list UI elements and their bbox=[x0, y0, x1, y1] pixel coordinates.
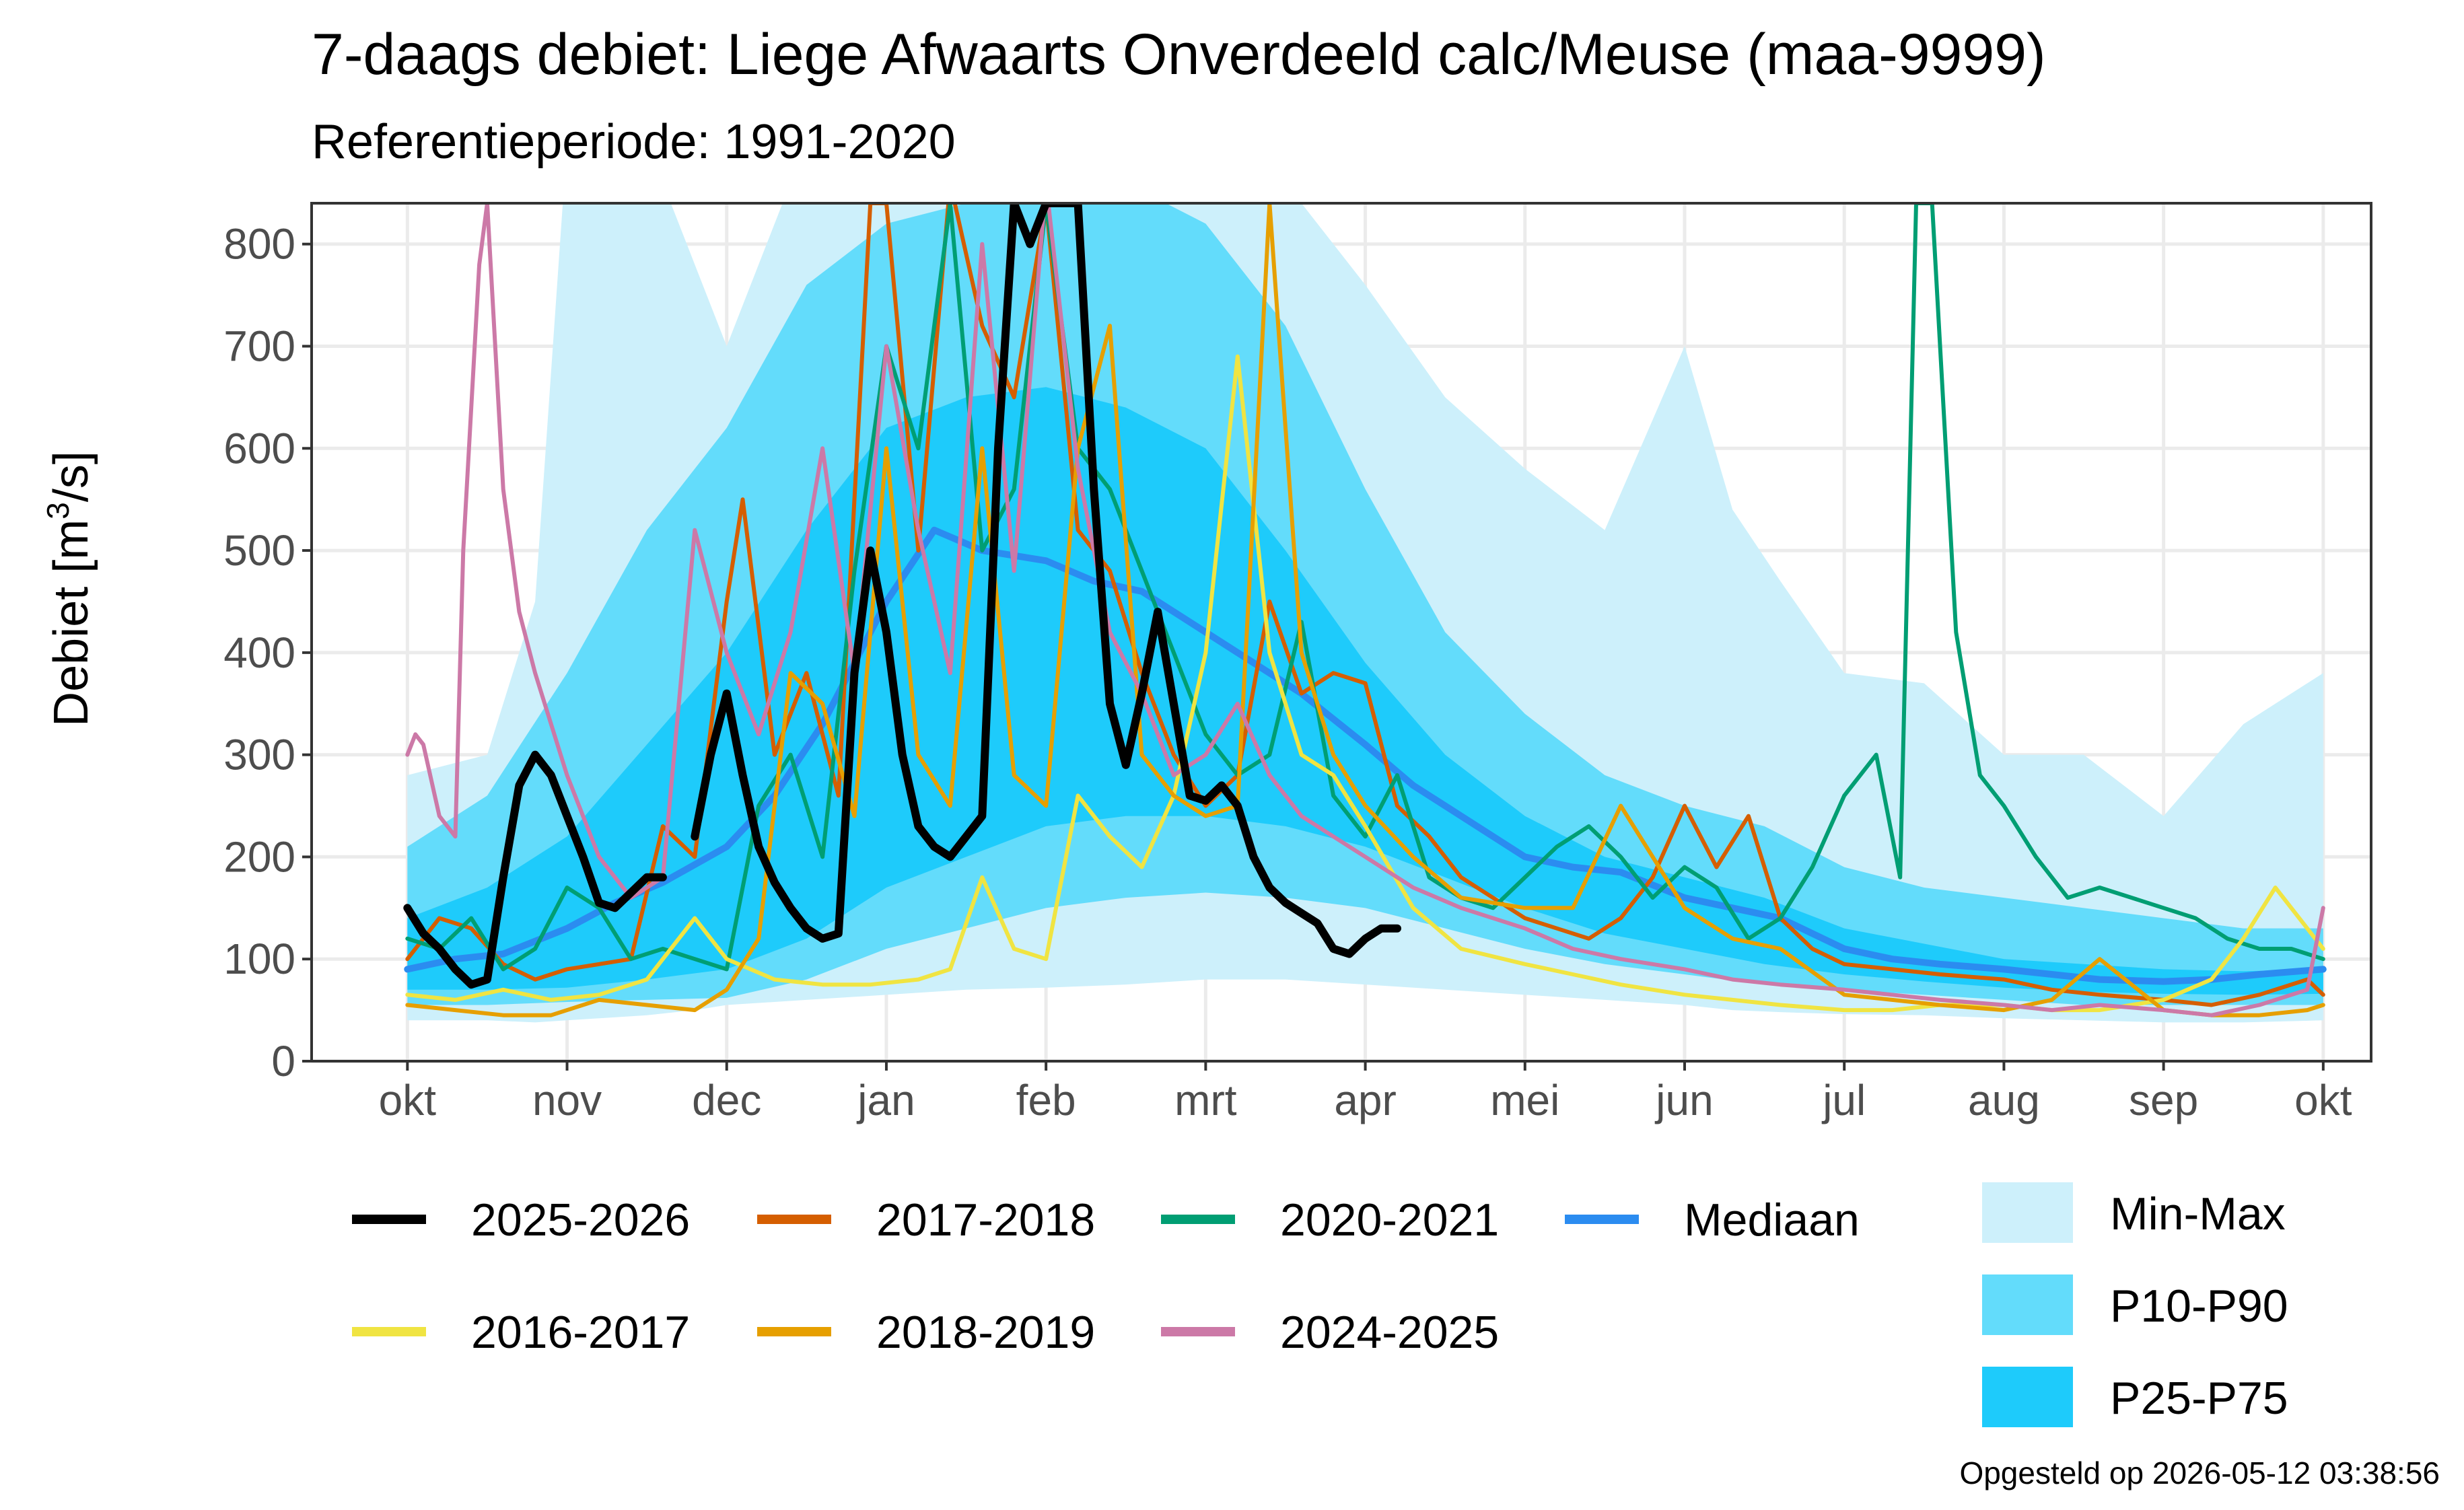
x-tick-label: aug bbox=[1968, 1076, 2040, 1124]
x-tick-label: okt bbox=[2294, 1076, 2352, 1124]
y-tick-label: 700 bbox=[223, 322, 295, 371]
series-line-mediaan bbox=[404, 526, 2327, 985]
x-tick-label: jul bbox=[1821, 1076, 1866, 1124]
y-axis-label: Debiet [m3/s] bbox=[40, 451, 98, 727]
series-line-2020-2021 bbox=[405, 203, 2325, 972]
x-tick-label: mei bbox=[1490, 1076, 1559, 1124]
x-tick-label: mrt bbox=[1174, 1076, 1237, 1124]
x-tick-label: sep bbox=[2129, 1076, 2198, 1124]
legend-label-2017-2018: 2017-2018 bbox=[876, 1194, 1095, 1246]
legend-label-min-max: Min-Max bbox=[2110, 1188, 2286, 1239]
x-axis: okt nov dec jan feb mrt apr mei jun jul aug sep okt bbox=[379, 1061, 2352, 1124]
x-tick-label: feb bbox=[1016, 1076, 1076, 1124]
legend-label-2018-2019: 2018-2019 bbox=[876, 1307, 1095, 1358]
plot-border bbox=[310, 202, 2372, 1063]
legend-label-p10-p90: P10-P90 bbox=[2110, 1281, 2288, 1332]
y-tick-label: 400 bbox=[223, 628, 295, 677]
x-tick-label: jun bbox=[1654, 1076, 1713, 1124]
legend-label-2025-2026: 2025-2026 bbox=[471, 1194, 690, 1246]
y-label-sup: 3 bbox=[40, 502, 75, 519]
y-axis: 0 100 200 300 400 500 600 700 800 bbox=[223, 220, 312, 1085]
legend-key-p25-p75 bbox=[1982, 1367, 2073, 1427]
legend-label-2024-2025: 2024-2025 bbox=[1280, 1307, 1499, 1358]
x-tick-label: jan bbox=[856, 1076, 915, 1124]
y-label-suffix: /s] bbox=[44, 451, 98, 502]
y-tick-label: 800 bbox=[223, 220, 295, 268]
y-tick-label: 600 bbox=[223, 424, 295, 472]
x-tick-label: nov bbox=[532, 1076, 602, 1124]
legend: 2025-2026 2017-2018 2020-2021 Mediaan 2016-2… bbox=[352, 1182, 2288, 1427]
y-tick-label: 500 bbox=[223, 526, 295, 575]
legend-key-min-max bbox=[1982, 1182, 2073, 1243]
legend-key-p10-p90 bbox=[1982, 1274, 2073, 1335]
series-line-2024-2025 bbox=[405, 203, 2325, 1017]
chart-title: 7-daags debiet: Liege Afwaarts Onverdeel… bbox=[312, 22, 2046, 87]
footer-timestamp: Opgesteld op 2026-05-12 03:38:56 bbox=[1959, 1455, 2440, 1490]
legend-label-2016-2017: 2016-2017 bbox=[471, 1307, 690, 1358]
legend-label-p25-p75: P25-P75 bbox=[2110, 1373, 2288, 1424]
x-tick-label: okt bbox=[379, 1076, 437, 1124]
y-label-prefix: Debiet [m bbox=[44, 519, 98, 727]
legend-label-2020-2021: 2020-2021 bbox=[1280, 1194, 1499, 1246]
x-tick-label: apr bbox=[1334, 1076, 1397, 1124]
legend-label-mediaan: Mediaan bbox=[1684, 1194, 1860, 1246]
x-tick-label: dec bbox=[692, 1076, 761, 1124]
y-tick-label: 200 bbox=[223, 832, 295, 881]
chart-subtitle: Referentieperiode: 1991-2020 bbox=[312, 115, 956, 169]
series-layer bbox=[403, 203, 2327, 1017]
series-line-2025-2026 bbox=[403, 203, 1401, 989]
y-tick-label: 0 bbox=[271, 1037, 295, 1085]
y-tick-label: 100 bbox=[223, 935, 295, 983]
y-tick-label: 300 bbox=[223, 731, 295, 779]
